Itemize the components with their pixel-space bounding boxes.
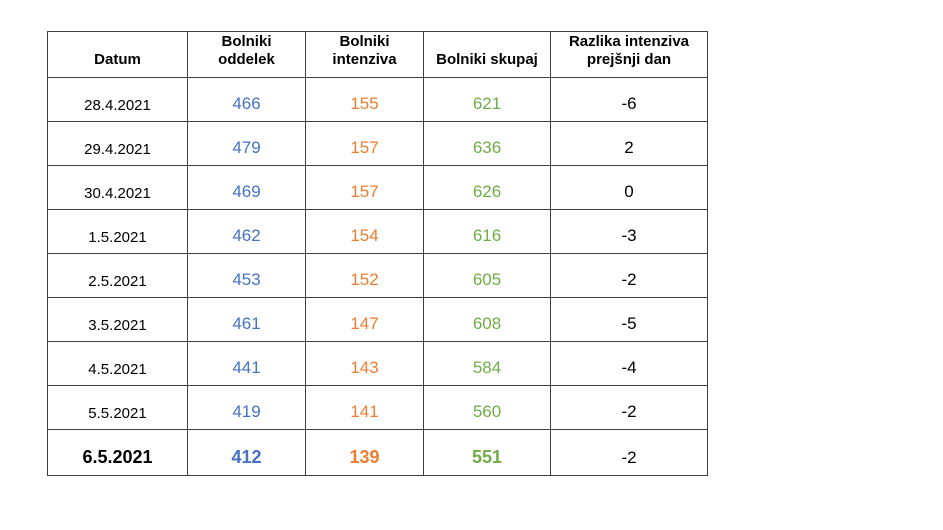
cell-bolniki-oddelek: 419 bbox=[187, 385, 306, 430]
cell-bolniki-skupaj: 636 bbox=[423, 121, 551, 166]
cell-bolniki-intenziva: 147 bbox=[305, 297, 424, 342]
table-row: 28.4.2021 466 155 621 -6 bbox=[47, 77, 708, 122]
cell-bolniki-oddelek: 469 bbox=[187, 165, 306, 210]
cell-date: 3.5.2021 bbox=[47, 297, 188, 342]
table-row: 4.5.2021 441 143 584 -4 bbox=[47, 341, 708, 386]
header-bolniki-oddelek: Bolniki oddelek bbox=[187, 31, 306, 78]
cell-razlika: -5 bbox=[550, 297, 708, 342]
cell-bolniki-skupaj: 605 bbox=[423, 253, 551, 298]
cell-bolniki-intenziva: 157 bbox=[305, 121, 424, 166]
cell-bolniki-intenziva: 141 bbox=[305, 385, 424, 430]
table-row: 5.5.2021 419 141 560 -2 bbox=[47, 385, 708, 430]
cell-bolniki-skupaj: 560 bbox=[423, 385, 551, 430]
cell-date: 6.5.2021 bbox=[47, 429, 188, 476]
cell-bolniki-skupaj: 551 bbox=[423, 429, 551, 476]
patients-table: Datum Bolniki oddelek Bolniki intenziva … bbox=[47, 31, 708, 476]
cell-bolniki-skupaj: 616 bbox=[423, 209, 551, 254]
table-row: 2.5.2021 453 152 605 -2 bbox=[47, 253, 708, 298]
cell-razlika: -2 bbox=[550, 385, 708, 430]
cell-bolniki-oddelek: 462 bbox=[187, 209, 306, 254]
cell-date: 4.5.2021 bbox=[47, 341, 188, 386]
cell-bolniki-intenziva: 139 bbox=[305, 429, 424, 476]
cell-razlika: 0 bbox=[550, 165, 708, 210]
cell-bolniki-intenziva: 154 bbox=[305, 209, 424, 254]
cell-razlika: -2 bbox=[550, 253, 708, 298]
cell-bolniki-skupaj: 626 bbox=[423, 165, 551, 210]
cell-date: 29.4.2021 bbox=[47, 121, 188, 166]
cell-date: 28.4.2021 bbox=[47, 77, 188, 122]
header-datum: Datum bbox=[47, 31, 188, 78]
cell-bolniki-oddelek: 479 bbox=[187, 121, 306, 166]
cell-bolniki-skupaj: 608 bbox=[423, 297, 551, 342]
cell-bolniki-oddelek: 441 bbox=[187, 341, 306, 386]
cell-date: 30.4.2021 bbox=[47, 165, 188, 210]
cell-bolniki-skupaj: 584 bbox=[423, 341, 551, 386]
cell-razlika: -6 bbox=[550, 77, 708, 122]
table-row: 1.5.2021 462 154 616 -3 bbox=[47, 209, 708, 254]
table-row: 3.5.2021 461 147 608 -5 bbox=[47, 297, 708, 342]
table-row: 30.4.2021 469 157 626 0 bbox=[47, 165, 708, 210]
cell-razlika: 2 bbox=[550, 121, 708, 166]
cell-bolniki-intenziva: 143 bbox=[305, 341, 424, 386]
header-razlika-intenziva: Razlika intenziva prejšnji dan bbox=[550, 31, 708, 78]
cell-bolniki-intenziva: 155 bbox=[305, 77, 424, 122]
header-bolniki-intenziva: Bolniki intenziva bbox=[305, 31, 424, 78]
cell-bolniki-oddelek: 453 bbox=[187, 253, 306, 298]
cell-razlika: -3 bbox=[550, 209, 708, 254]
cell-bolniki-intenziva: 157 bbox=[305, 165, 424, 210]
cell-date: 2.5.2021 bbox=[47, 253, 188, 298]
header-row: Datum Bolniki oddelek Bolniki intenziva … bbox=[47, 31, 708, 78]
cell-bolniki-oddelek: 461 bbox=[187, 297, 306, 342]
cell-razlika: -4 bbox=[550, 341, 708, 386]
cell-bolniki-oddelek: 466 bbox=[187, 77, 306, 122]
header-bolniki-skupaj: Bolniki skupaj bbox=[423, 31, 551, 78]
cell-date: 1.5.2021 bbox=[47, 209, 188, 254]
table-row: 29.4.2021 479 157 636 2 bbox=[47, 121, 708, 166]
table-row-total: 6.5.2021 412 139 551 -2 bbox=[47, 429, 708, 476]
cell-date: 5.5.2021 bbox=[47, 385, 188, 430]
cell-bolniki-intenziva: 152 bbox=[305, 253, 424, 298]
cell-razlika: -2 bbox=[550, 429, 708, 476]
cell-bolniki-oddelek: 412 bbox=[187, 429, 306, 476]
cell-bolniki-skupaj: 621 bbox=[423, 77, 551, 122]
